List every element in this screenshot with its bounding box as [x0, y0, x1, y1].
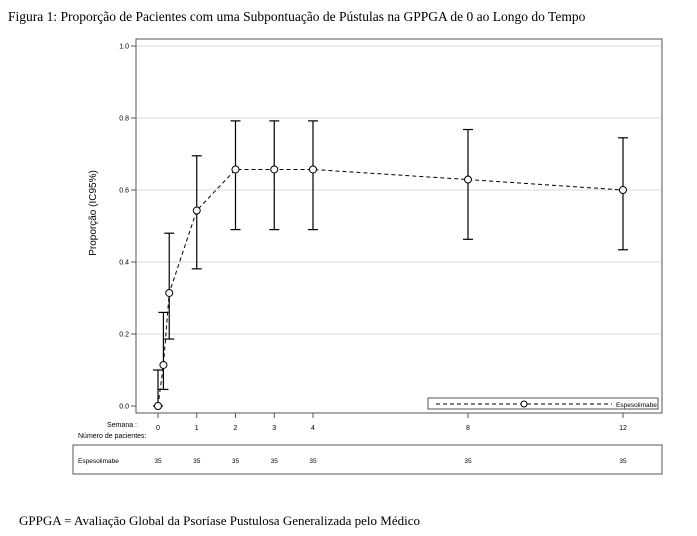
y-tick-label: 1.0 [119, 44, 129, 51]
x-tick-label: 12 [619, 425, 627, 432]
risk-table-header: Número de pacientes: [78, 433, 147, 440]
x-tick-label: 4 [311, 425, 315, 432]
x-tick-label: 3 [272, 425, 276, 432]
y-tick-label: 0.6 [119, 188, 129, 195]
risk-table-value: 35 [309, 458, 317, 465]
data-point [192, 206, 201, 215]
y-tick-label: 0.0 [119, 404, 129, 411]
y-axis-label: Proporção (IC95%) [88, 170, 99, 256]
x-tick-label: 1 [195, 425, 199, 432]
x-tick-label: 2 [234, 425, 238, 432]
risk-table-box [72, 444, 663, 475]
risk-table-value: 35 [271, 458, 279, 465]
figure-footnote: GPPGA = Avaliação Global da Psoríase Pus… [19, 513, 420, 528]
data-point [619, 186, 627, 194]
data-point [231, 165, 240, 174]
data-point [159, 360, 168, 369]
figure-title: Figura 1: Proporção de Pacientes com uma… [8, 9, 586, 24]
data-point [309, 165, 317, 174]
data-point [270, 165, 279, 174]
plot-frame [135, 38, 663, 414]
risk-table-value: 35 [193, 458, 201, 465]
x-axis: 0 1 2 3 4 8 12 [156, 413, 627, 432]
legend-label: Espesolimabe [616, 402, 657, 409]
x-tick-label: 0 [156, 425, 160, 432]
data-point [154, 402, 162, 410]
y-tick-label: 0.2 [119, 332, 129, 339]
series-espesolimabe [153, 120, 628, 410]
risk-table-values: 35 35 35 35 35 35 35 [154, 458, 627, 465]
risk-table-value: 35 [464, 458, 472, 465]
risk-table-value: 35 [232, 458, 240, 465]
risk-table-row-label: Espesolimabe [78, 458, 119, 465]
gridlines [137, 45, 661, 335]
data-point [165, 288, 174, 297]
legend-marker [520, 400, 528, 408]
risk-table-value: 35 [619, 458, 627, 465]
x-axis-label: Semana : [107, 422, 137, 429]
legend: Espesolimabe [427, 397, 659, 410]
risk-table-value: 35 [154, 458, 162, 465]
y-tick-label: 0.8 [119, 116, 129, 123]
series-line [157, 168, 624, 407]
x-tick-label: 8 [466, 425, 470, 432]
y-axis: 0.0 0.2 0.4 0.6 0.8 1.0 [119, 44, 136, 411]
data-point [464, 175, 472, 184]
y-tick-label: 0.4 [119, 260, 129, 267]
